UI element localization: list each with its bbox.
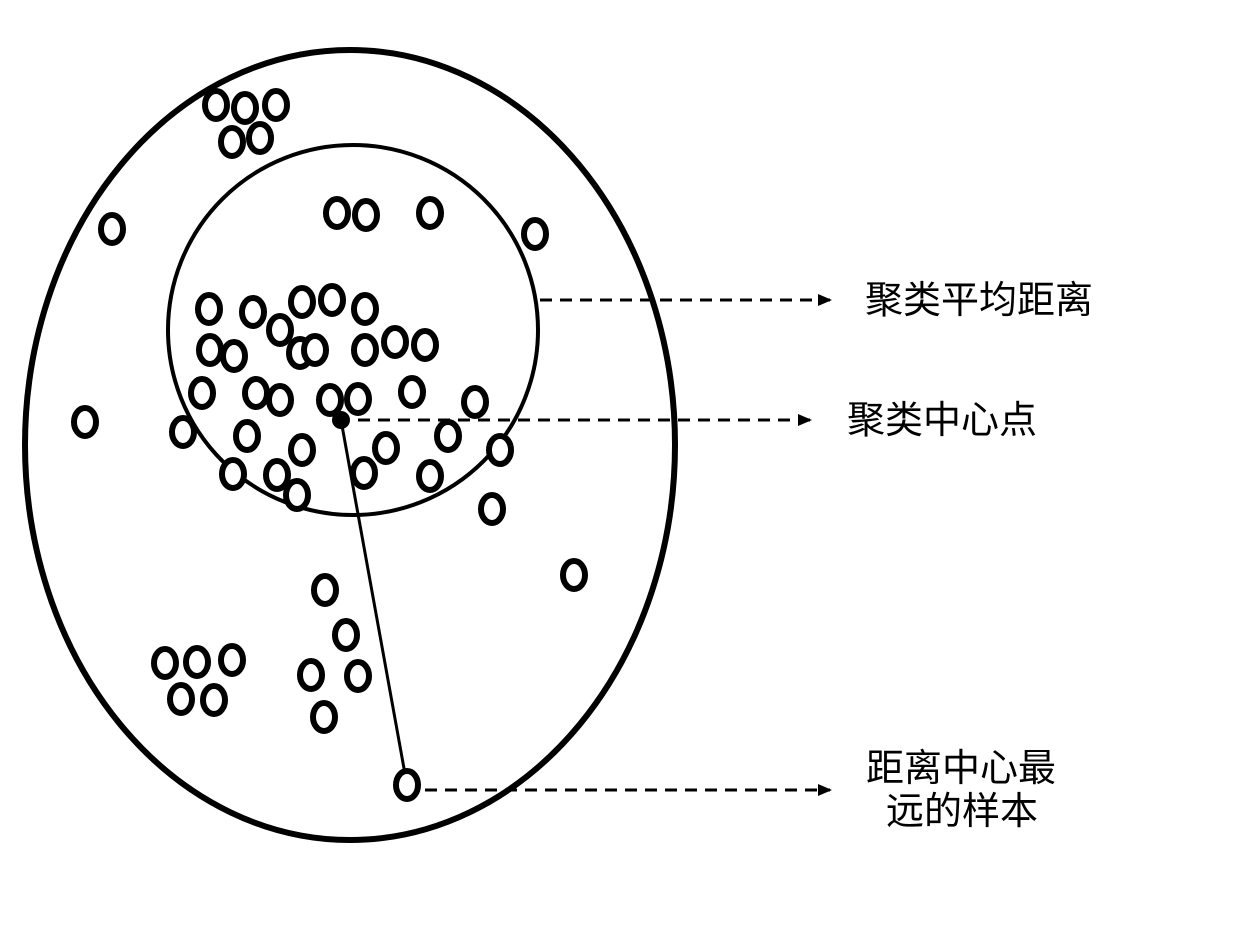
cluster-diagram: 聚类平均距离 聚类中心点 距离中心最 远的样本 [0,0,1240,929]
sample-point [313,703,335,731]
sample-point [242,298,264,326]
sample-point [249,124,271,152]
sample-point [154,649,176,677]
sample-point [172,418,194,446]
sample-point [375,434,397,462]
label-avg-distance: 聚类平均距离 [865,280,1093,322]
sample-point [464,388,486,416]
sample-point [401,378,423,406]
sample-point [222,460,244,488]
sample-point [414,331,436,359]
sample-point [266,461,288,489]
sample-point [489,436,511,464]
label-farthest-line2: 远的样本 [886,791,1038,833]
sample-point [198,295,220,323]
sample-point [396,771,418,799]
outer-cluster-boundary [25,50,675,840]
sample-point [354,295,376,323]
sample-point [186,648,208,676]
sample-point [236,422,258,450]
sample-point [319,386,341,414]
sample-point [265,91,287,119]
label-farthest-line1: 距离中心最 [866,748,1056,790]
sample-point [563,561,585,589]
sample-point [203,686,225,714]
sample-point [205,91,227,119]
sample-point [353,459,375,487]
sample-point [481,495,503,523]
sample-point [269,386,291,414]
cluster-center-point [332,411,350,429]
sample-point [314,576,336,604]
label-center-point: 聚类中心点 [847,400,1037,442]
sample-point [354,336,376,364]
sample-point [326,199,348,227]
sample-point [245,379,267,407]
sample-point [524,220,546,248]
sample-point [170,685,192,713]
sample-point [191,379,213,407]
sample-point [269,316,291,344]
sample-point [384,328,406,356]
sample-point [419,199,441,227]
sample-point [300,661,322,689]
sample-points-group [74,91,585,799]
sample-point [291,436,313,464]
sample-point [286,481,308,509]
sample-point [355,201,377,229]
sample-point [291,288,313,316]
sample-point [74,408,96,436]
avg-distance-circle [168,145,538,515]
sample-point [234,94,256,122]
sample-point [347,662,369,690]
sample-point [437,422,459,450]
sample-point [335,621,357,649]
sample-point [347,385,369,413]
sample-point [221,128,243,156]
sample-point [221,646,243,674]
sample-point [419,462,441,490]
sample-point [223,342,245,370]
sample-point [101,215,123,243]
sample-point [321,286,343,314]
sample-point [199,336,221,364]
sample-point [304,336,326,364]
